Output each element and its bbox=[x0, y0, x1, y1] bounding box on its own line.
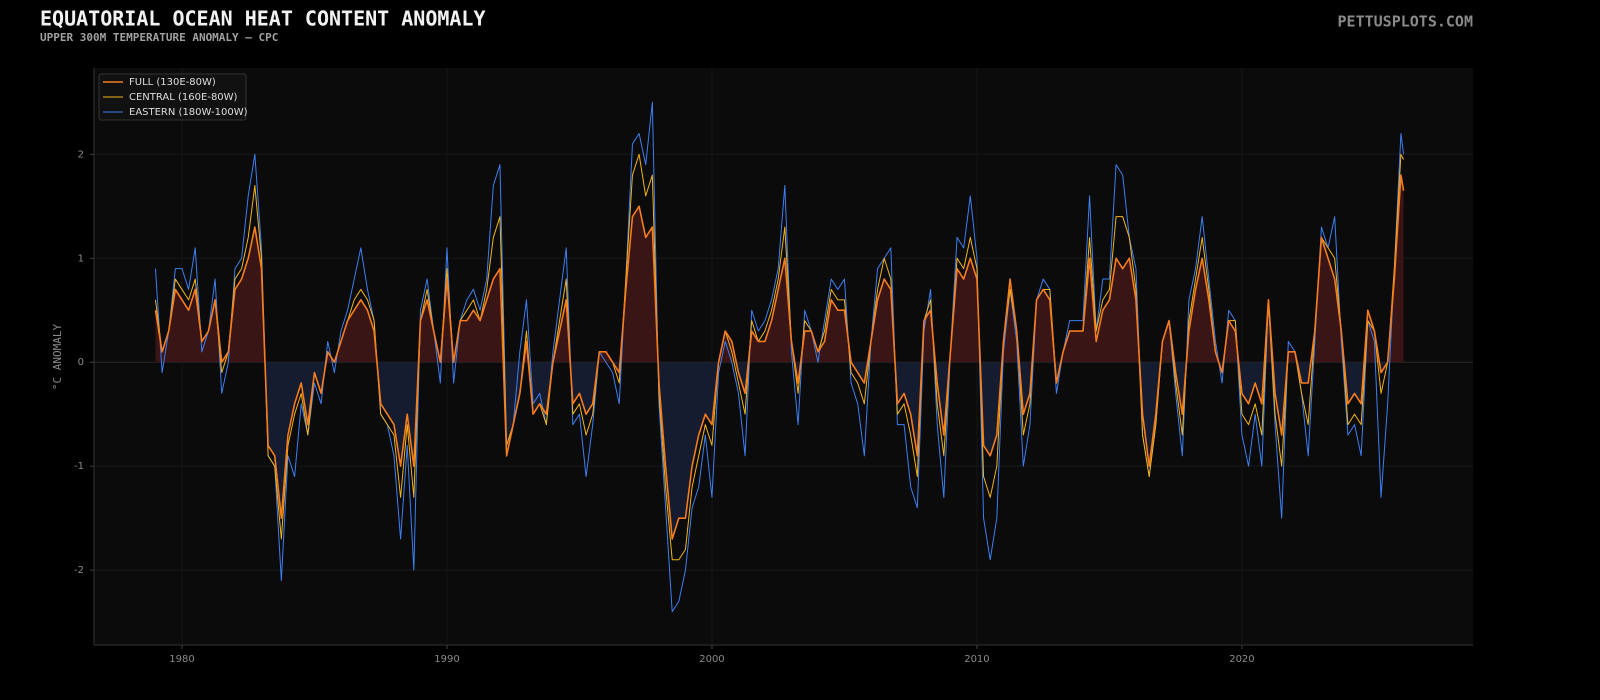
positive-area bbox=[155, 175, 1404, 363]
x-tick-label: 1980 bbox=[169, 654, 194, 665]
y-tick-label: -1 bbox=[74, 461, 84, 472]
x-tick-label: 2010 bbox=[964, 654, 989, 665]
series-line bbox=[154, 174, 1405, 540]
y-tick-label: 0 bbox=[78, 357, 84, 368]
negative-area bbox=[264, 362, 1388, 539]
x-tick-label: 2020 bbox=[1229, 654, 1254, 665]
series-line bbox=[154, 153, 1405, 561]
y-tick-label: 1 bbox=[78, 253, 84, 264]
legend-label: CENTRAL (160E-80W) bbox=[129, 92, 238, 103]
series-line bbox=[154, 101, 1405, 613]
chart-subtitle: UPPER 300M TEMPERATURE ANOMALY — CPC bbox=[40, 31, 278, 44]
y-tick-label: -2 bbox=[74, 565, 84, 576]
legend: FULL (130E-80W) CENTRAL (160E-80W) EASTERN… bbox=[98, 73, 248, 121]
y-axis-label: °C ANOMALY bbox=[51, 324, 64, 391]
watermark: PETTUSPLOTS.COM bbox=[1338, 13, 1473, 31]
chart-title: EQUATORIAL OCEAN HEAT CONTENT ANOMALY bbox=[40, 7, 486, 31]
x-tick-label: 1990 bbox=[434, 654, 459, 665]
legend-box bbox=[98, 73, 247, 121]
x-tick-label: 2000 bbox=[699, 654, 724, 665]
legend-label: EASTERN (180W-100W) bbox=[129, 107, 248, 118]
legend-label: FULL (130E-80W) bbox=[129, 77, 216, 88]
y-tick-label: 2 bbox=[78, 149, 84, 160]
